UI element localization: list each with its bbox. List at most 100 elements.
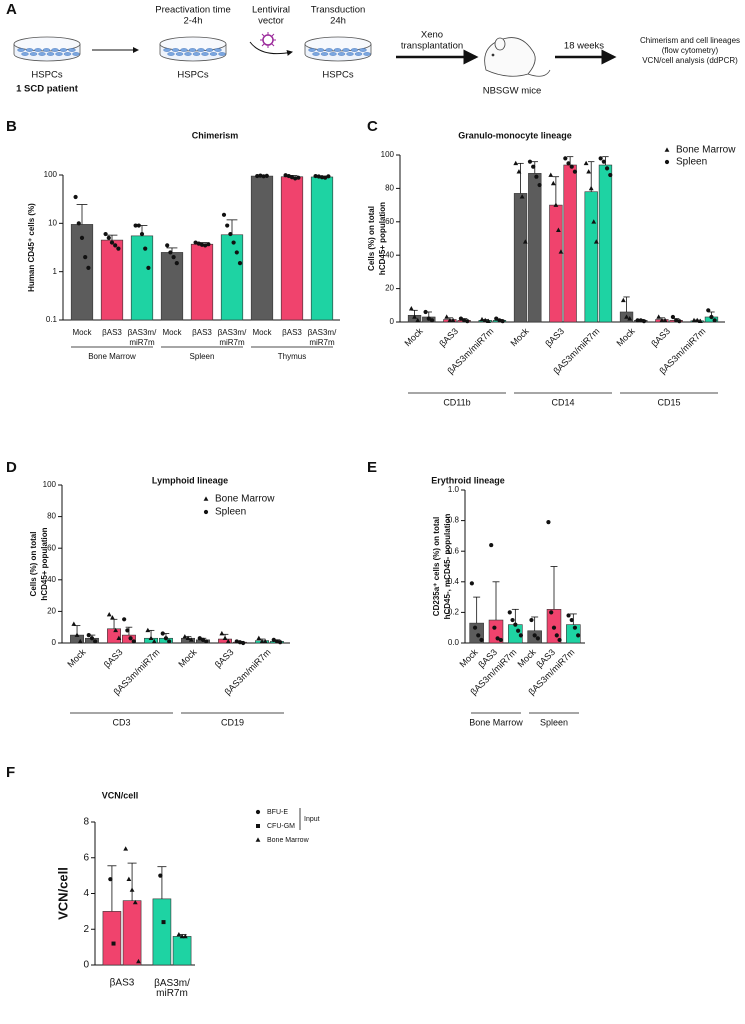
point	[664, 159, 670, 165]
point	[255, 809, 261, 815]
point	[203, 243, 208, 248]
point	[204, 639, 209, 644]
point	[182, 933, 188, 939]
point	[126, 876, 132, 881]
point	[624, 314, 629, 319]
point	[116, 635, 122, 641]
point	[234, 639, 239, 644]
point	[79, 235, 85, 240]
legend-label: Bone Marrow	[676, 145, 736, 156]
point	[694, 317, 700, 323]
y-tick-label: 80	[47, 512, 56, 521]
point	[110, 615, 115, 620]
point	[546, 520, 551, 525]
cell	[63, 52, 72, 56]
point	[527, 159, 533, 164]
x-tick-label: βAS3m/miR7m	[218, 328, 247, 347]
cell	[197, 48, 205, 52]
point	[206, 242, 211, 247]
point	[241, 640, 246, 646]
schematic: A Preactivation time 2-4h Lentiviral vec…	[6, 1, 740, 97]
x-tick-label: βAS3	[213, 647, 236, 670]
point	[549, 610, 554, 615]
y-axis-label: Human CD45⁺ cells (%)	[27, 203, 36, 292]
y-tick-label: 2	[83, 924, 89, 935]
x-tick-label: βAS3m/miR7m	[128, 328, 157, 347]
point	[569, 164, 574, 169]
point	[664, 147, 670, 152]
point	[566, 613, 571, 618]
point	[74, 632, 80, 637]
x-tick-label: Mock	[457, 647, 480, 670]
step-label: Lentiviral	[252, 5, 290, 16]
point	[583, 160, 589, 166]
cell	[51, 48, 59, 52]
y-axis-label: hCD45+ population	[40, 527, 49, 600]
x-tick-label: Mock	[162, 328, 182, 337]
y-tick-label: 0	[83, 960, 89, 971]
step-label: Preactivation time	[155, 5, 231, 16]
point	[408, 306, 414, 311]
point	[604, 166, 610, 171]
point	[128, 636, 133, 641]
chart-title: VCN/cell	[102, 790, 139, 800]
point	[601, 159, 606, 164]
point	[71, 621, 77, 626]
x-tick-label: Mock	[614, 326, 637, 349]
y-tick-label: 100	[381, 150, 395, 159]
panel-letter: B	[6, 118, 17, 135]
point	[131, 639, 136, 644]
point	[319, 175, 325, 180]
point	[482, 317, 488, 323]
point	[219, 630, 225, 636]
x-tick-label: βAS3m/miR7m	[308, 328, 337, 347]
cell	[308, 48, 316, 52]
point	[165, 243, 170, 248]
point	[283, 173, 288, 178]
point	[125, 628, 130, 633]
arrow	[249, 41, 293, 56]
chart-panel: C Granulo-monocyte lineage Cells (%) on to…	[367, 118, 736, 407]
point	[86, 633, 91, 638]
y-axis-label: hCD45-, mCD45- population	[443, 513, 452, 619]
chart-title: Lymphoid lineage	[152, 475, 228, 485]
point	[225, 223, 230, 228]
point	[608, 172, 613, 178]
point	[553, 202, 559, 207]
cell	[214, 48, 222, 52]
x-tick-label: Mock	[252, 328, 272, 337]
bar	[280, 176, 304, 321]
legend-label: Spleen	[215, 507, 246, 518]
legend-label: Bone Marrow	[215, 494, 275, 505]
point	[106, 611, 112, 617]
point	[176, 932, 182, 937]
chart-title: Chimerism	[192, 130, 239, 140]
bar	[160, 252, 184, 321]
point	[507, 610, 512, 615]
x-tick-label: βAS3	[102, 647, 125, 670]
y-tick-label: 100	[44, 170, 58, 179]
point	[73, 194, 78, 200]
point	[185, 635, 191, 641]
point	[586, 169, 592, 174]
point	[237, 640, 243, 645]
point	[627, 316, 633, 321]
analysis-label: (flow cytometry)	[662, 46, 719, 55]
point	[548, 172, 554, 177]
chart-title: Erythroid lineage	[431, 475, 505, 485]
x-tick-label: βAS3	[192, 328, 212, 337]
y-tick-label: 0.1	[46, 315, 58, 324]
point	[323, 175, 328, 180]
cell	[329, 52, 337, 56]
point	[93, 639, 98, 644]
point	[109, 240, 115, 245]
y-tick-label: 0.8	[448, 516, 460, 525]
point	[576, 633, 581, 638]
cell	[350, 48, 359, 52]
point	[635, 318, 640, 323]
point	[77, 638, 83, 644]
point	[415, 317, 421, 323]
cell	[184, 52, 192, 56]
y-tick-label: 100	[43, 480, 57, 489]
